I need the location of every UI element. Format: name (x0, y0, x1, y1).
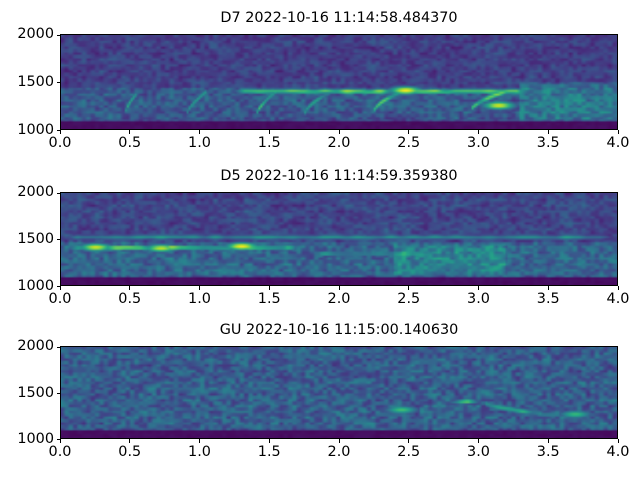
x-tick-label: 0.5 (118, 291, 142, 307)
y-tick-label: 2000 (17, 184, 54, 200)
xaxis-gu: 0.0 0.5 1.0 1.5 2.0 2.5 3.0 3.5 4.0 (49, 439, 629, 463)
x-tick-label: 0.0 (48, 444, 72, 460)
x-tick-label: 2.5 (397, 135, 421, 151)
x-tick (59, 130, 61, 134)
x-tick-label: 1.0 (188, 135, 211, 151)
x-tick (199, 286, 200, 290)
x-tick (408, 130, 410, 134)
x-tick (199, 439, 200, 443)
x-tick (199, 130, 200, 134)
x-tick (268, 130, 270, 134)
x-tick (478, 286, 479, 290)
x-tick (59, 286, 61, 290)
y-tick-label: 2000 (17, 26, 54, 42)
x-tick (617, 286, 619, 290)
x-tick-label: 3.0 (467, 444, 490, 460)
x-tick (59, 439, 61, 443)
xaxis-d7: 0.0 0.5 1.0 1.5 2.0 2.5 3.0 3.5 4.0 (49, 130, 629, 154)
x-tick-label: 2.0 (327, 291, 351, 307)
x-tick-label: 1.5 (257, 444, 281, 460)
x-tick-label: 0.5 (118, 135, 142, 151)
subplot-title-d7: D7 2022-10-16 11:14:58.484370 (220, 10, 458, 26)
x-tick-label: 4.0 (606, 291, 630, 307)
x-tick-label: 3.0 (467, 135, 490, 151)
xaxis-d5: 0.0 0.5 1.0 1.5 2.0 2.5 3.0 3.5 4.0 (49, 286, 629, 310)
x-tick (478, 130, 479, 134)
x-tick (547, 439, 549, 443)
y-tick-label: 2000 (17, 338, 54, 354)
x-tick-label: 2.0 (327, 135, 351, 151)
axes-d5 (60, 192, 618, 286)
x-tick (129, 130, 131, 134)
x-tick-label: 1.0 (188, 291, 211, 307)
axes-gu (60, 346, 618, 439)
x-tick-label: 1.5 (257, 291, 281, 307)
x-tick-label: 3.0 (467, 291, 490, 307)
x-tick-label: 1.5 (257, 135, 281, 151)
x-tick (478, 439, 479, 443)
x-tick (547, 286, 549, 290)
y-tick-label: 1000 (17, 278, 54, 294)
y-tick-label: 1000 (17, 122, 54, 138)
x-tick (617, 439, 619, 443)
axes-d7 (60, 34, 618, 130)
x-tick (547, 130, 549, 134)
x-tick-label: 0.0 (48, 291, 72, 307)
x-tick (268, 286, 270, 290)
x-tick-label: 1.0 (188, 444, 211, 460)
subplot-title-gu: GU 2022-10-16 11:15:00.140630 (219, 322, 459, 338)
y-tick-label: 1000 (17, 431, 54, 447)
x-tick-label: 0.0 (48, 135, 72, 151)
subplot-title-d5: D5 2022-10-16 11:14:59.359380 (220, 168, 458, 184)
x-tick (338, 130, 340, 134)
x-tick-label: 4.0 (606, 444, 630, 460)
y-tick-label: 1500 (17, 231, 54, 247)
x-tick-label: 3.5 (536, 291, 560, 307)
x-tick (617, 130, 619, 134)
y-tick-label: 1500 (17, 384, 54, 401)
spectrogram-image-gu (61, 347, 617, 438)
x-tick-label: 2.5 (397, 291, 421, 307)
x-tick (408, 286, 410, 290)
spectrogram-image-d7 (61, 35, 617, 129)
x-tick (408, 439, 410, 443)
x-tick (129, 439, 131, 443)
x-tick-label: 3.5 (536, 135, 560, 151)
y-tick-label: 1500 (17, 74, 54, 90)
x-tick-label: 2.5 (397, 444, 421, 460)
x-tick (338, 439, 340, 443)
x-tick (129, 286, 131, 290)
spectrogram-image-d5 (61, 193, 617, 285)
x-tick-label: 0.5 (118, 444, 142, 460)
x-tick-label: 4.0 (606, 135, 630, 151)
x-tick-label: 2.0 (327, 444, 351, 460)
x-tick (268, 439, 270, 443)
x-tick (338, 286, 340, 290)
x-tick-label: 3.5 (536, 444, 560, 460)
